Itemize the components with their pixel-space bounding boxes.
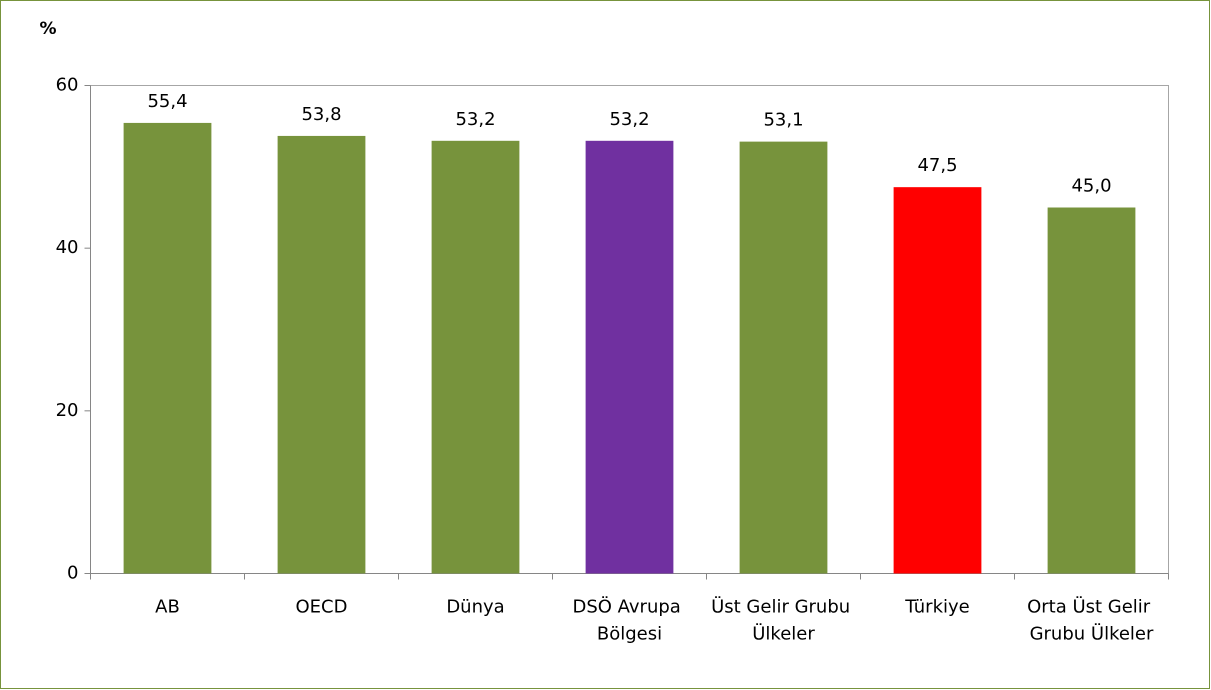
bar	[585, 140, 674, 574]
x-tick-label: Üst Gelir Grubu Ülkeler	[711, 596, 856, 645]
x-tick-line: Dünya	[446, 597, 504, 618]
bar	[893, 187, 982, 574]
x-tick-line: Ülkeler	[752, 623, 815, 645]
y-tick-label: 60	[56, 75, 79, 96]
x-tick-label: DSÖ Avrupa Bölgesi	[572, 596, 686, 645]
bar	[739, 141, 828, 574]
x-tick-label: Dünya	[446, 597, 504, 618]
x-tick-label: AB	[155, 597, 180, 618]
y-tick-label: 20	[56, 400, 79, 421]
bar	[277, 135, 366, 574]
x-tick-line: Orta Üst Gelir	[1027, 596, 1156, 618]
x-tick-line: Grubu Ülkeler	[1030, 623, 1154, 645]
x-tick-label: Orta Üst Gelir Grubu Ülkeler	[1027, 596, 1156, 645]
y-axis-label: %	[39, 19, 56, 39]
bar	[123, 122, 212, 574]
value-label: 53,2	[609, 109, 649, 130]
value-label: 55,4	[147, 91, 187, 112]
bar	[431, 140, 520, 574]
x-tick-line: AB	[155, 597, 180, 618]
x-tick-line: DSÖ Avrupa	[572, 596, 686, 618]
value-label: 45,0	[1071, 176, 1111, 197]
x-tick-label: OECD	[296, 597, 348, 618]
x-tick-line: Üst Gelir Grubu	[711, 596, 856, 618]
y-tick-label: 40	[56, 237, 79, 258]
x-tick-line: Bölgesi	[597, 624, 662, 645]
x-tick-line: Türkiye	[904, 597, 970, 618]
value-label: 47,5	[917, 155, 957, 176]
value-label: 53,2	[455, 109, 495, 130]
x-tick-line: OECD	[296, 597, 348, 618]
value-label: 53,1	[763, 110, 803, 131]
x-tick-label: Türkiye	[904, 597, 970, 618]
y-tick-label: 0	[67, 563, 78, 584]
value-label: 53,8	[301, 104, 341, 125]
bar	[1047, 207, 1136, 574]
